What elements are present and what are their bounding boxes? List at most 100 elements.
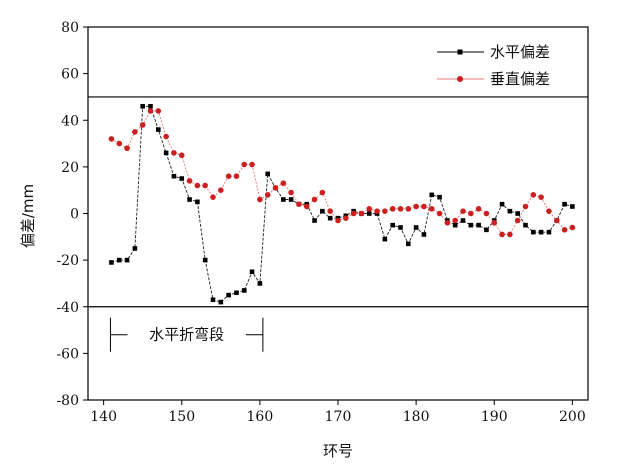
data-point [522, 203, 529, 210]
reference-lines [88, 96, 588, 308]
series-line-0 [111, 105, 573, 303]
data-point [491, 220, 498, 226]
data-point [132, 246, 138, 251]
data-point [288, 189, 294, 196]
data-point [530, 192, 537, 198]
data-point [124, 145, 130, 152]
data-point [202, 257, 208, 263]
x-axis-title: 环号 [323, 442, 353, 460]
series-0 [109, 103, 575, 305]
x-tick-label: 140 [90, 409, 117, 425]
data-point [132, 129, 138, 135]
y-tick-label: -20 [56, 253, 79, 269]
data-point [257, 281, 263, 286]
data-point [413, 225, 419, 230]
legend: 水平偏差 垂直偏差 [437, 43, 550, 88]
data-point [562, 201, 567, 207]
data-point [382, 208, 388, 214]
data-point [140, 103, 145, 109]
data-point [421, 232, 427, 237]
data-point [382, 236, 388, 242]
x-tick-label: 180 [403, 409, 430, 425]
data-point [413, 203, 419, 210]
data-point [561, 227, 568, 233]
data-point [398, 225, 403, 230]
data-point [303, 203, 310, 210]
data-point [210, 194, 216, 200]
x-tick-label: 200 [559, 409, 586, 425]
data-point [288, 197, 294, 202]
data-point [296, 201, 302, 207]
y-tick-label: 0 [70, 207, 79, 223]
data-point [280, 180, 287, 186]
data-point [406, 241, 411, 247]
data-point [163, 150, 169, 156]
data-point [249, 161, 255, 168]
data-point [139, 122, 146, 128]
data-point [366, 206, 373, 212]
y-tick-label: 80 [61, 20, 79, 36]
y-tick-label: 60 [61, 67, 79, 83]
data-point [429, 192, 435, 198]
data-point [366, 211, 372, 216]
data-point [570, 204, 575, 209]
data-point [171, 173, 177, 179]
data-point [507, 208, 513, 214]
data-point [109, 260, 114, 265]
data-point [241, 288, 247, 293]
data-point [147, 108, 154, 114]
data-point [374, 208, 380, 214]
data-point [499, 231, 505, 238]
data-point [265, 171, 270, 177]
data-point [226, 292, 231, 298]
data-point [186, 178, 193, 184]
data-point [163, 133, 169, 140]
data-point [436, 210, 443, 217]
data-point [234, 290, 239, 296]
series-layer [108, 103, 576, 305]
data-point [468, 210, 474, 217]
y-axis-title: 偏差/mm [19, 184, 37, 248]
data-point [249, 269, 255, 275]
data-point [460, 218, 466, 223]
data-point [569, 224, 576, 231]
data-point [218, 187, 224, 193]
legend-label-horizontal: 水平偏差 [490, 43, 550, 61]
data-point [507, 231, 513, 238]
data-point [444, 220, 451, 226]
y-tick-label: 20 [61, 160, 79, 176]
data-point [257, 196, 263, 203]
data-point [515, 211, 520, 216]
data-point [171, 150, 177, 156]
data-point [124, 257, 130, 263]
data-point [483, 210, 490, 217]
data-point [538, 229, 544, 235]
series-1 [108, 108, 576, 238]
series-line-1 [111, 110, 573, 235]
data-point [531, 229, 536, 235]
y-tick-label: -60 [56, 346, 79, 362]
data-point [476, 222, 481, 228]
data-point [156, 127, 161, 132]
axis-ticks: 140 150 160 170 180 190 200 -80 -60 -40 -20 0 20 40 60… [56, 20, 585, 425]
data-point [241, 161, 248, 168]
data-point [202, 182, 208, 189]
data-point [187, 197, 192, 202]
x-tick-label: 170 [325, 409, 352, 425]
data-point [538, 194, 544, 200]
data-point [523, 222, 528, 228]
data-point [546, 208, 552, 214]
data-point [499, 201, 505, 207]
data-point [452, 222, 458, 228]
data-point [327, 215, 333, 221]
data-point [389, 206, 396, 212]
data-point [281, 197, 286, 202]
data-point [452, 217, 458, 224]
data-point [233, 173, 240, 179]
legend-marker-vertical [457, 76, 463, 82]
data-point [327, 208, 333, 214]
data-point [553, 217, 560, 224]
x-tick-label: 150 [168, 409, 195, 425]
data-point [179, 176, 185, 181]
